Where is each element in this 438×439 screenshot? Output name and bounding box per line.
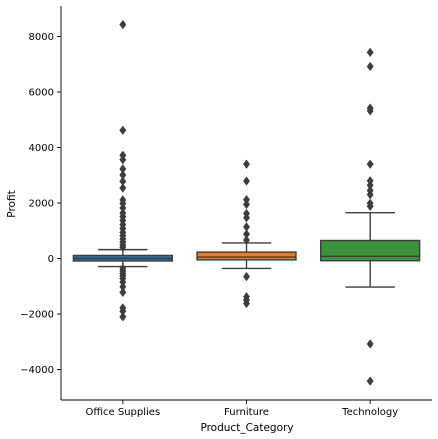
outlier-point xyxy=(119,242,127,253)
outlier-point xyxy=(366,61,374,72)
outlier-point xyxy=(242,176,251,186)
outlier-point xyxy=(119,154,127,165)
y-tick-label: 8000 xyxy=(29,32,54,43)
iqr-box xyxy=(196,251,297,261)
y-tick-label: 6000 xyxy=(29,88,54,99)
outlier-point xyxy=(242,271,251,282)
outlier-point xyxy=(366,201,374,212)
outlier-point xyxy=(242,298,251,309)
outlier-point xyxy=(366,106,374,116)
boxes-layer xyxy=(72,19,421,386)
y-tick-label: 2000 xyxy=(29,199,54,210)
outlier-point xyxy=(242,199,251,210)
x-tick-label: Office Supplies xyxy=(85,407,160,418)
outlier-point xyxy=(119,183,127,193)
box-technology xyxy=(320,47,421,386)
y-tick-label: 0 xyxy=(48,254,54,265)
y-tick-label: −4000 xyxy=(20,365,54,376)
outlier-point xyxy=(119,312,127,322)
outlier-point xyxy=(366,339,374,349)
y-tick-label: 4000 xyxy=(29,143,54,154)
x-tick-label: Technology xyxy=(341,407,398,418)
x-axis-title: Product_Category xyxy=(200,422,293,434)
outlier-point xyxy=(242,159,251,169)
outlier-point xyxy=(119,287,127,298)
y-axis-title: Profit xyxy=(6,190,18,217)
outlier-point xyxy=(366,376,374,386)
outlier-point xyxy=(242,235,251,245)
outlier-point xyxy=(119,125,127,136)
box-furniture xyxy=(196,159,297,309)
outlier-point xyxy=(366,159,374,169)
box-office-supplies xyxy=(72,19,174,322)
outlier-point xyxy=(366,47,374,58)
outlier-point xyxy=(242,212,251,223)
outlier-point xyxy=(119,19,127,30)
x-tick-label: Furniture xyxy=(224,407,269,418)
iqr-box xyxy=(320,239,421,262)
y-tick-label: −2000 xyxy=(20,309,54,320)
axes-layer: −4000 −2000 0 2000 4000 6000 8000 Office Suppli… xyxy=(20,6,432,418)
